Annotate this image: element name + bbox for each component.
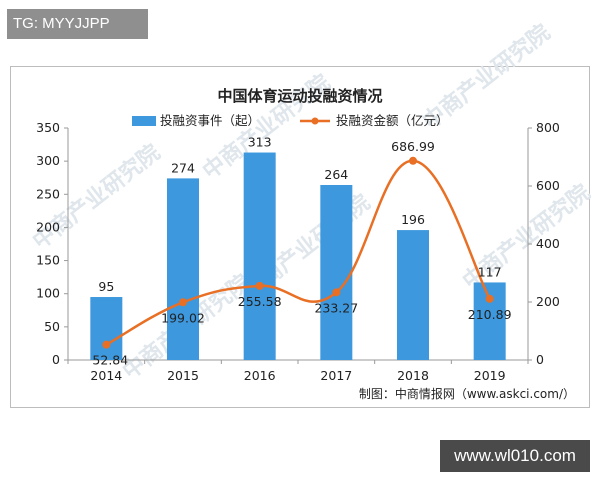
y-left-tick-label: 0 [52, 352, 60, 367]
bar [90, 297, 123, 360]
bar-value-label: 95 [98, 279, 114, 294]
site-label: www.wl010.com [440, 440, 590, 472]
line-point [409, 156, 417, 165]
x-tick-label: 2019 [474, 368, 506, 383]
y-left-tick-label: 200 [36, 219, 60, 234]
source-note: 制图：中商情报网（www.askci.com/） [359, 386, 575, 401]
y-left-tick-label: 100 [36, 286, 60, 301]
line-point [102, 340, 111, 349]
bar [320, 185, 353, 360]
x-tick-label: 2016 [244, 368, 276, 383]
data-labels: 95 274 313 264 196 117 52.84 199.02 255.58 233.27… [92, 135, 511, 368]
y-right-tick-label: 0 [536, 352, 544, 367]
line-value-label: 255.58 [238, 294, 282, 309]
chart-title: 中国体育运动投融资情况 [217, 87, 382, 105]
legend-line-label: 投融资金额（亿元） [336, 113, 449, 128]
y-right-tick-label: 800 [536, 120, 560, 135]
line-value-label: 686.99 [391, 139, 435, 154]
y-left-tick-label: 150 [36, 253, 60, 268]
legend-line-marker [311, 117, 319, 125]
line-point [255, 281, 264, 290]
bar-value-label: 117 [478, 264, 502, 279]
x-tick-label: 2014 [90, 368, 122, 383]
x-tick-label: 2015 [167, 368, 199, 383]
line-series [102, 156, 494, 349]
bar-value-label: 196 [401, 212, 425, 227]
line-value-label: 52.84 [92, 353, 128, 368]
tag-label: TG: MYYJJPP [7, 9, 148, 39]
legend-bar-swatch [132, 116, 156, 126]
bar-value-label: 313 [248, 135, 272, 150]
legend-bar-label: 投融资事件（起） [160, 113, 260, 128]
line-value-label: 210.89 [468, 307, 512, 322]
y-right-tick-label: 200 [536, 294, 560, 309]
x-tick-label: 2018 [397, 368, 429, 383]
line-point [485, 294, 494, 303]
y-right-tick-label: 600 [536, 178, 560, 193]
y-left-tick-label: 350 [36, 120, 60, 135]
y-left-tick-label: 50 [44, 319, 60, 334]
y-left-tick-label: 300 [36, 153, 60, 168]
x-tick-label: 2017 [320, 368, 352, 383]
bar-value-label: 274 [171, 160, 195, 175]
bar [397, 230, 429, 360]
line-point [332, 288, 341, 297]
line-point [179, 298, 187, 307]
legend: 投融资事件（起） 投融资金额（亿元） [132, 113, 449, 128]
bar [243, 152, 276, 360]
axes: 0 50 100 150 200 250 300 350 0 200 400 600 800 2014 20… [36, 120, 560, 383]
y-right-tick-label: 400 [536, 236, 560, 251]
y-left-tick-label: 250 [36, 186, 60, 201]
line-value-label: 199.02 [161, 310, 205, 325]
bars [90, 152, 506, 360]
bar [167, 178, 199, 360]
line-value-label: 233.27 [314, 300, 358, 315]
bar-value-label: 264 [324, 167, 348, 182]
